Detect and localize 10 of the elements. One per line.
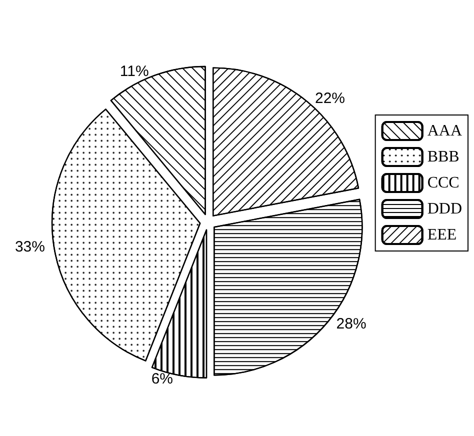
data-label: 6% (151, 370, 174, 388)
legend-label: BBB (427, 148, 460, 166)
legend-label: DDD (427, 200, 462, 218)
legend-label: EEE (427, 226, 457, 244)
legend-label: CCC (427, 174, 460, 192)
data-label: 28% (336, 315, 366, 332)
data-label: 22% (314, 90, 346, 108)
data-label: 11% (120, 62, 149, 80)
legend-label: AAA (427, 122, 462, 140)
data-label: 33% (14, 238, 45, 256)
